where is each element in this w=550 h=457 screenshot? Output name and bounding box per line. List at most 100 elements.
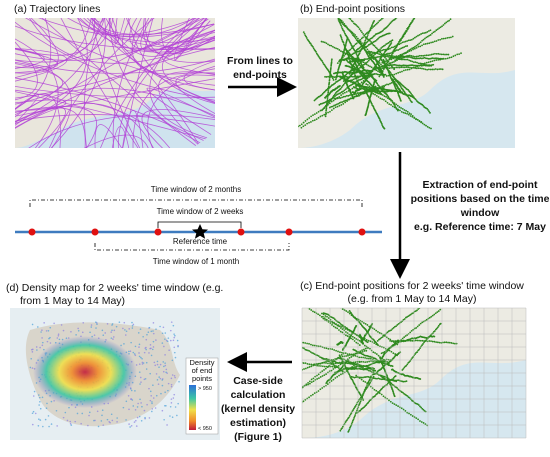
end-point (341, 84, 344, 87)
density-point (41, 337, 43, 339)
end-point (310, 115, 313, 118)
end-point (414, 16, 416, 18)
end-point (399, 53, 402, 56)
end-point (413, 55, 416, 58)
density-point (140, 402, 142, 404)
arrow-label: From lines to (227, 55, 293, 67)
end-point (374, 360, 376, 362)
end-point (302, 385, 304, 388)
end-point (354, 43, 357, 46)
end-point (415, 327, 418, 329)
end-point (374, 46, 377, 49)
end-point (288, 396, 290, 398)
end-point (363, 376, 366, 379)
density-point (141, 405, 143, 408)
end-point (344, 32, 346, 35)
end-point (362, 360, 365, 363)
end-point (350, 63, 352, 65)
end-point (378, 53, 381, 56)
end-point (330, 100, 333, 103)
end-point (389, 57, 392, 59)
end-point (440, 341, 443, 344)
end-point (389, 71, 392, 74)
end-point (403, 318, 406, 320)
end-point (431, 60, 434, 63)
end-point (353, 44, 356, 47)
end-point (310, 343, 312, 346)
end-point (323, 107, 326, 110)
end-point (297, 362, 299, 364)
trajectory (131, 18, 215, 75)
density-point (32, 395, 35, 397)
end-point (353, 383, 356, 386)
density-point (173, 333, 175, 335)
end-point (362, 32, 365, 35)
end-point (416, 12, 418, 14)
end-point (379, 119, 381, 121)
end-point (345, 331, 347, 333)
map-b (298, 12, 515, 148)
end-point (403, 64, 406, 67)
density-point (145, 338, 148, 341)
end-point (411, 60, 414, 63)
density-point (177, 402, 179, 405)
end-point (366, 34, 369, 36)
end-point (374, 57, 377, 60)
end-point (348, 58, 351, 60)
density-point (139, 328, 142, 330)
end-point (437, 324, 440, 327)
end-point (419, 420, 421, 422)
end-point (341, 370, 344, 373)
end-point (387, 46, 390, 49)
density-point (169, 415, 171, 417)
density-point (95, 321, 97, 323)
end-point (312, 310, 314, 313)
end-point (367, 59, 370, 62)
end-point (327, 99, 330, 102)
end-point (268, 358, 270, 360)
end-point (325, 42, 328, 45)
end-point (325, 109, 327, 112)
end-point (388, 32, 391, 35)
end-point (344, 44, 347, 47)
end-point (383, 62, 386, 65)
end-point (313, 344, 316, 347)
end-point (409, 339, 412, 342)
end-point (393, 80, 396, 83)
end-point (344, 64, 347, 67)
end-point (302, 125, 305, 128)
end-point (418, 57, 421, 60)
end-point (338, 104, 341, 107)
end-point (354, 363, 357, 366)
density-point (156, 363, 159, 366)
end-point (324, 96, 326, 99)
end-point (369, 376, 372, 379)
end-point (395, 56, 398, 58)
panel-prefix: (c) (300, 280, 312, 292)
density-point (134, 354, 137, 357)
end-point (361, 60, 363, 63)
end-point (413, 18, 416, 19)
end-point (330, 62, 333, 65)
end-point (340, 354, 343, 356)
end-point (408, 68, 411, 71)
end-point (300, 301, 302, 303)
end-point (429, 60, 432, 63)
end-point (330, 85, 332, 88)
end-point (419, 45, 422, 48)
end-point (374, 352, 377, 354)
end-point (422, 57, 425, 60)
end-point (370, 27, 373, 30)
end-point (421, 67, 423, 70)
end-point (405, 66, 408, 69)
end-point (351, 335, 354, 338)
end-point (331, 45, 334, 48)
timeline-label: Time window of 2 weeks (157, 207, 244, 216)
end-point (344, 95, 347, 98)
end-point (380, 93, 383, 96)
end-point (358, 84, 361, 87)
end-point (358, 398, 361, 401)
end-point (313, 113, 316, 116)
end-point (401, 380, 404, 383)
end-point (410, 67, 413, 69)
